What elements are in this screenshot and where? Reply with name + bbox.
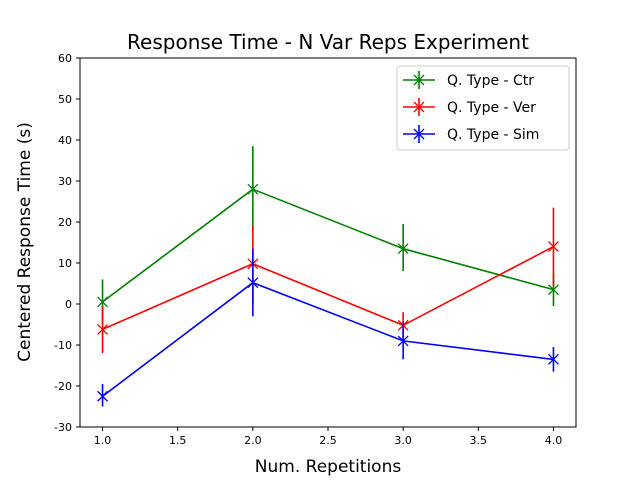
data-point bbox=[547, 241, 559, 253]
y-axis: -30 -20 -10 0 10 20 30 40 50 60 bbox=[54, 52, 80, 434]
x-tick-label: 1.5 bbox=[169, 434, 187, 447]
legend-label: Q. Type - Sim bbox=[447, 127, 539, 143]
x-tick-label: 2.0 bbox=[244, 434, 262, 447]
x-axis: 1.0 1.5 2.0 2.5 3.0 3.5 4.0 bbox=[94, 427, 562, 447]
y-tick-label: 60 bbox=[58, 52, 72, 65]
legend-marker bbox=[413, 74, 425, 86]
y-tick-label: 40 bbox=[58, 134, 72, 147]
data-point bbox=[397, 243, 409, 255]
series-1 bbox=[97, 207, 559, 354]
legend-marker bbox=[413, 128, 425, 140]
data-point bbox=[397, 335, 409, 347]
data-point bbox=[247, 277, 259, 289]
x-tick-label: 3.5 bbox=[470, 434, 488, 447]
series-2 bbox=[97, 248, 559, 407]
y-tick-label: 20 bbox=[58, 216, 72, 229]
data-point bbox=[97, 296, 109, 308]
y-tick-label: -10 bbox=[54, 339, 72, 352]
legend-marker bbox=[413, 101, 425, 113]
legend: Q. Type - Ctr Q. Type - Ver Q. Type - Sim bbox=[396, 65, 570, 151]
x-tick-label: 4.0 bbox=[545, 434, 563, 447]
data-point bbox=[547, 284, 559, 296]
y-axis-label: Centered Response Time (s) bbox=[15, 122, 35, 362]
data-point bbox=[97, 390, 109, 402]
x-tick-label: 3.0 bbox=[394, 434, 412, 447]
x-axis-label: Num. Repetitions bbox=[255, 457, 402, 477]
plot-area bbox=[97, 146, 559, 407]
series-line bbox=[102, 188, 554, 303]
series-line bbox=[102, 245, 554, 331]
data-point bbox=[247, 183, 259, 195]
data-point bbox=[97, 323, 109, 335]
legend-label: Q. Type - Ctr bbox=[447, 73, 534, 89]
legend-label: Q. Type - Ver bbox=[447, 100, 536, 116]
series-line bbox=[102, 281, 554, 397]
series-0 bbox=[97, 146, 559, 325]
chart-title: Response Time - N Var Reps Experiment bbox=[127, 30, 529, 54]
y-tick-label: 10 bbox=[58, 257, 72, 270]
x-tick-label: 2.5 bbox=[319, 434, 337, 447]
x-tick-label: 1.0 bbox=[94, 434, 112, 447]
y-tick-label: 30 bbox=[58, 175, 72, 188]
y-tick-label: 50 bbox=[58, 93, 72, 106]
y-tick-label: -30 bbox=[54, 421, 72, 434]
legend-box bbox=[396, 65, 570, 151]
y-tick-label: 0 bbox=[65, 298, 72, 311]
data-point bbox=[547, 353, 559, 365]
y-tick-label: -20 bbox=[54, 380, 72, 393]
